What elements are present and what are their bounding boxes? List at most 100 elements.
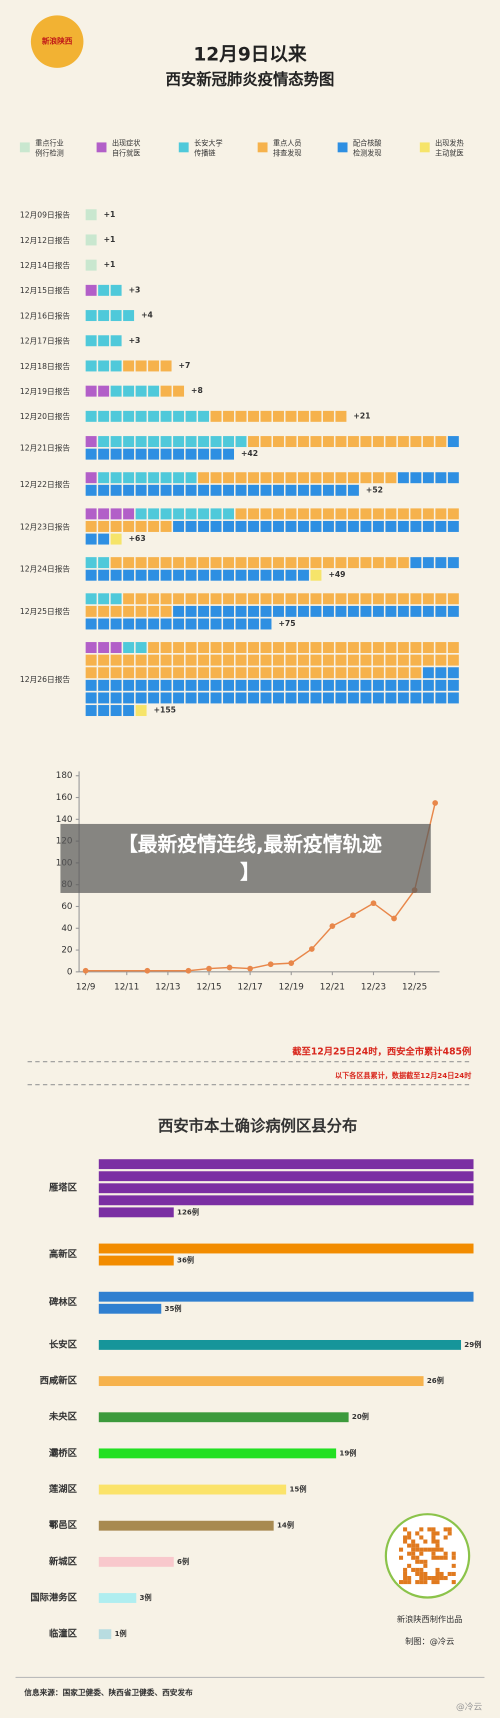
case-square	[85, 667, 97, 679]
district-bar	[98, 1520, 274, 1531]
case-square	[223, 692, 235, 704]
case-square	[248, 472, 259, 484]
case-square	[335, 679, 347, 691]
qr-module	[431, 1555, 436, 1560]
district-bar	[98, 1207, 174, 1218]
case-square	[85, 508, 97, 520]
case-square	[85, 705, 97, 717]
case-square	[260, 667, 272, 679]
case-square	[98, 360, 110, 372]
qr-module	[403, 1567, 408, 1572]
case-square	[110, 642, 122, 654]
qr-module	[403, 1571, 408, 1577]
case-square	[435, 654, 447, 666]
case-square	[347, 654, 359, 666]
case-square	[397, 472, 409, 484]
case-square	[160, 569, 172, 581]
case-square	[148, 654, 160, 666]
case-square	[248, 618, 259, 630]
day-label: 12月20日报告	[20, 411, 70, 421]
case-square	[260, 654, 272, 666]
case-square	[110, 679, 122, 691]
case-square	[297, 436, 309, 448]
qr-module	[411, 1551, 416, 1556]
qr-module	[431, 1580, 436, 1585]
case-square	[223, 508, 235, 520]
case-square	[360, 593, 372, 605]
case-square	[435, 472, 447, 484]
case-square	[135, 705, 147, 717]
case-square	[210, 618, 222, 630]
case-square	[85, 234, 97, 246]
case-square	[322, 654, 334, 666]
case-square	[110, 569, 122, 581]
x-tick-label: 12/25	[402, 983, 427, 993]
qr-module	[407, 1531, 412, 1536]
case-square	[123, 484, 135, 496]
qr-module	[403, 1580, 408, 1585]
case-square	[447, 593, 459, 605]
case-square	[260, 508, 272, 520]
district-value: 26例	[427, 1376, 444, 1385]
legend-label: 重点人员排查发现	[273, 139, 301, 158]
case-square	[422, 642, 434, 654]
case-square	[210, 654, 222, 666]
case-square	[260, 605, 272, 617]
case-square	[385, 557, 397, 569]
district-value: 20例	[352, 1412, 369, 1421]
case-square	[148, 642, 160, 654]
case-square	[273, 508, 284, 520]
case-square	[235, 569, 247, 581]
case-square	[123, 508, 135, 520]
case-square	[285, 642, 297, 654]
case-square	[360, 605, 372, 617]
district-bar	[98, 1484, 287, 1495]
district-value: 15例	[289, 1485, 306, 1494]
case-square	[198, 593, 210, 605]
qr-frame	[384, 1513, 471, 1599]
qr-module	[419, 1571, 424, 1577]
district-bar	[98, 1556, 174, 1567]
qr-module	[439, 1576, 444, 1581]
qr-module	[419, 1527, 424, 1532]
legend-swatch	[96, 142, 107, 153]
case-square	[223, 472, 235, 484]
case-square	[173, 385, 185, 397]
case-square	[235, 692, 247, 704]
case-square	[347, 667, 359, 679]
case-square	[235, 618, 247, 630]
case-square	[285, 557, 297, 569]
case-square	[210, 569, 222, 581]
case-square	[98, 705, 110, 717]
case-square	[198, 436, 210, 448]
case-square	[422, 679, 434, 691]
case-square	[98, 448, 110, 460]
qr-module	[415, 1531, 420, 1536]
trend-point	[329, 923, 336, 929]
case-square	[173, 508, 185, 520]
day-total: +63	[129, 534, 146, 543]
case-square	[110, 284, 122, 296]
case-square	[198, 520, 210, 532]
case-square	[98, 642, 110, 654]
case-square	[123, 360, 135, 372]
case-square	[160, 618, 172, 630]
case-square	[447, 557, 459, 569]
case-square	[297, 410, 309, 422]
watermark: @冷云	[456, 1701, 482, 1713]
case-square	[198, 667, 210, 679]
case-square	[85, 605, 97, 617]
case-square	[173, 557, 185, 569]
case-square	[173, 472, 185, 484]
case-square	[98, 679, 110, 691]
case-square	[160, 472, 172, 484]
trend-point	[144, 967, 151, 974]
case-square	[210, 692, 222, 704]
case-square	[248, 679, 259, 691]
district-value: 19例	[339, 1448, 356, 1457]
case-square	[347, 557, 359, 569]
case-square	[385, 642, 397, 654]
x-tick-label: 12/15	[196, 983, 221, 993]
case-square	[110, 335, 122, 347]
qr-module	[431, 1535, 436, 1540]
